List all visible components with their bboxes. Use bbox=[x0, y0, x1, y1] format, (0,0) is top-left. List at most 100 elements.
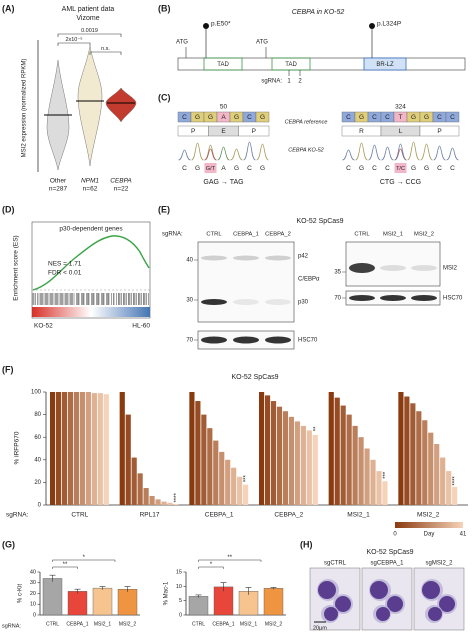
y-tick-label: 60 bbox=[34, 435, 41, 441]
trace-peak bbox=[368, 144, 381, 161]
read-letter: C bbox=[346, 165, 351, 172]
bar bbox=[452, 486, 458, 505]
violin bbox=[105, 87, 137, 123]
panel-label: (F) bbox=[2, 364, 14, 374]
category-label: CEBPA_1 bbox=[212, 621, 234, 627]
bar bbox=[161, 501, 167, 505]
y-tick-label: 80 bbox=[34, 412, 41, 418]
bar bbox=[276, 406, 283, 505]
category-label: Other bbox=[50, 178, 67, 185]
domain-label: TAD bbox=[285, 62, 297, 68]
enrichment-curve bbox=[32, 235, 150, 291]
bar bbox=[42, 578, 63, 616]
y-tick-label: 10 bbox=[30, 602, 36, 608]
group-label: MSI2_1 bbox=[347, 512, 370, 519]
sgrna-number: 2 bbox=[298, 79, 302, 85]
bar bbox=[117, 589, 138, 616]
trace-peak bbox=[217, 146, 230, 161]
image-label: sgMSI2_2 bbox=[425, 561, 453, 567]
nucleus bbox=[376, 607, 390, 621]
lane-label: CTRL bbox=[206, 232, 222, 238]
category-n: n=62 bbox=[83, 186, 98, 193]
sgrna-label: sgRNA: bbox=[2, 623, 21, 629]
bar bbox=[92, 587, 113, 616]
trace-peak bbox=[355, 142, 368, 161]
sgrna-label: sgRNA: bbox=[261, 79, 282, 85]
base-letter: C bbox=[385, 114, 390, 121]
atg-label: ATG bbox=[176, 40, 188, 46]
read-letter: G bbox=[260, 165, 265, 172]
band-label: C/EBPα bbox=[298, 277, 320, 283]
bar bbox=[85, 392, 91, 505]
legend-tick: 41 bbox=[460, 532, 467, 538]
band bbox=[265, 255, 291, 261]
trace-peak bbox=[433, 145, 446, 161]
bar bbox=[346, 414, 352, 505]
bar bbox=[97, 393, 103, 505]
bar bbox=[306, 430, 312, 505]
bracket bbox=[57, 42, 91, 46]
y-tick-label: 40 bbox=[34, 457, 41, 463]
axis-label: % Mac-1 bbox=[164, 581, 170, 605]
error-bar bbox=[49, 574, 56, 582]
bar bbox=[119, 392, 125, 505]
error-bar bbox=[270, 587, 277, 590]
base-letter: G bbox=[260, 114, 265, 121]
bar bbox=[398, 392, 404, 505]
panel-label: (A) bbox=[2, 3, 15, 13]
band bbox=[201, 255, 227, 261]
axis-label: Enrichment score (ES) bbox=[13, 235, 20, 300]
position-label: 324 bbox=[395, 104, 406, 111]
trace-peak bbox=[420, 143, 433, 161]
amino-box bbox=[238, 125, 270, 137]
category-label: CEBPA bbox=[110, 178, 132, 185]
read-letter: C bbox=[437, 165, 442, 172]
mutation-highlight bbox=[394, 163, 407, 173]
read-letter: C bbox=[182, 165, 187, 172]
bar bbox=[440, 457, 446, 505]
bar bbox=[195, 401, 201, 505]
lane-label: CEBPA_2 bbox=[265, 232, 291, 238]
band bbox=[411, 265, 437, 271]
mutation-head bbox=[369, 23, 375, 29]
bar bbox=[446, 471, 452, 505]
mutation-label: p.E50* bbox=[211, 21, 231, 28]
bar bbox=[225, 459, 231, 505]
bar bbox=[143, 488, 149, 505]
domain-label: BR-LZ bbox=[376, 62, 394, 68]
bracket bbox=[52, 559, 116, 562]
bar bbox=[55, 392, 62, 505]
category-n: n=22 bbox=[114, 186, 129, 193]
domain-box bbox=[203, 57, 243, 71]
error-bar bbox=[99, 586, 106, 590]
panel-label: (D) bbox=[2, 204, 15, 214]
error-bar bbox=[74, 588, 81, 594]
band bbox=[380, 265, 406, 271]
bar bbox=[219, 451, 225, 505]
band-label: HSC70 bbox=[443, 296, 463, 302]
marker-label: 30 bbox=[186, 298, 193, 304]
amino-letter: P bbox=[191, 128, 195, 135]
marker-label: 35 bbox=[334, 270, 341, 276]
bar bbox=[73, 392, 80, 505]
y-tick-label: 20 bbox=[30, 591, 36, 597]
track-label: CEBPA reference bbox=[285, 119, 328, 125]
panel-label: (B) bbox=[158, 3, 171, 13]
nucleus bbox=[439, 596, 455, 612]
y-tick-label: 15 bbox=[176, 569, 182, 575]
sgrna-label: sgRNA: bbox=[162, 232, 183, 238]
bar bbox=[404, 396, 410, 505]
base-letter: G bbox=[411, 114, 416, 121]
base-letter: C bbox=[437, 114, 442, 121]
sgrna-number: 1 bbox=[287, 79, 291, 85]
lane-label: CEBPA_1 bbox=[233, 232, 259, 238]
nucleus bbox=[428, 607, 442, 621]
nucleus bbox=[370, 581, 388, 599]
violin bbox=[77, 45, 103, 167]
bar bbox=[237, 476, 243, 505]
bar bbox=[352, 425, 358, 505]
band bbox=[201, 336, 227, 344]
y-tick-label: 40 bbox=[30, 569, 36, 575]
bar bbox=[340, 405, 346, 505]
